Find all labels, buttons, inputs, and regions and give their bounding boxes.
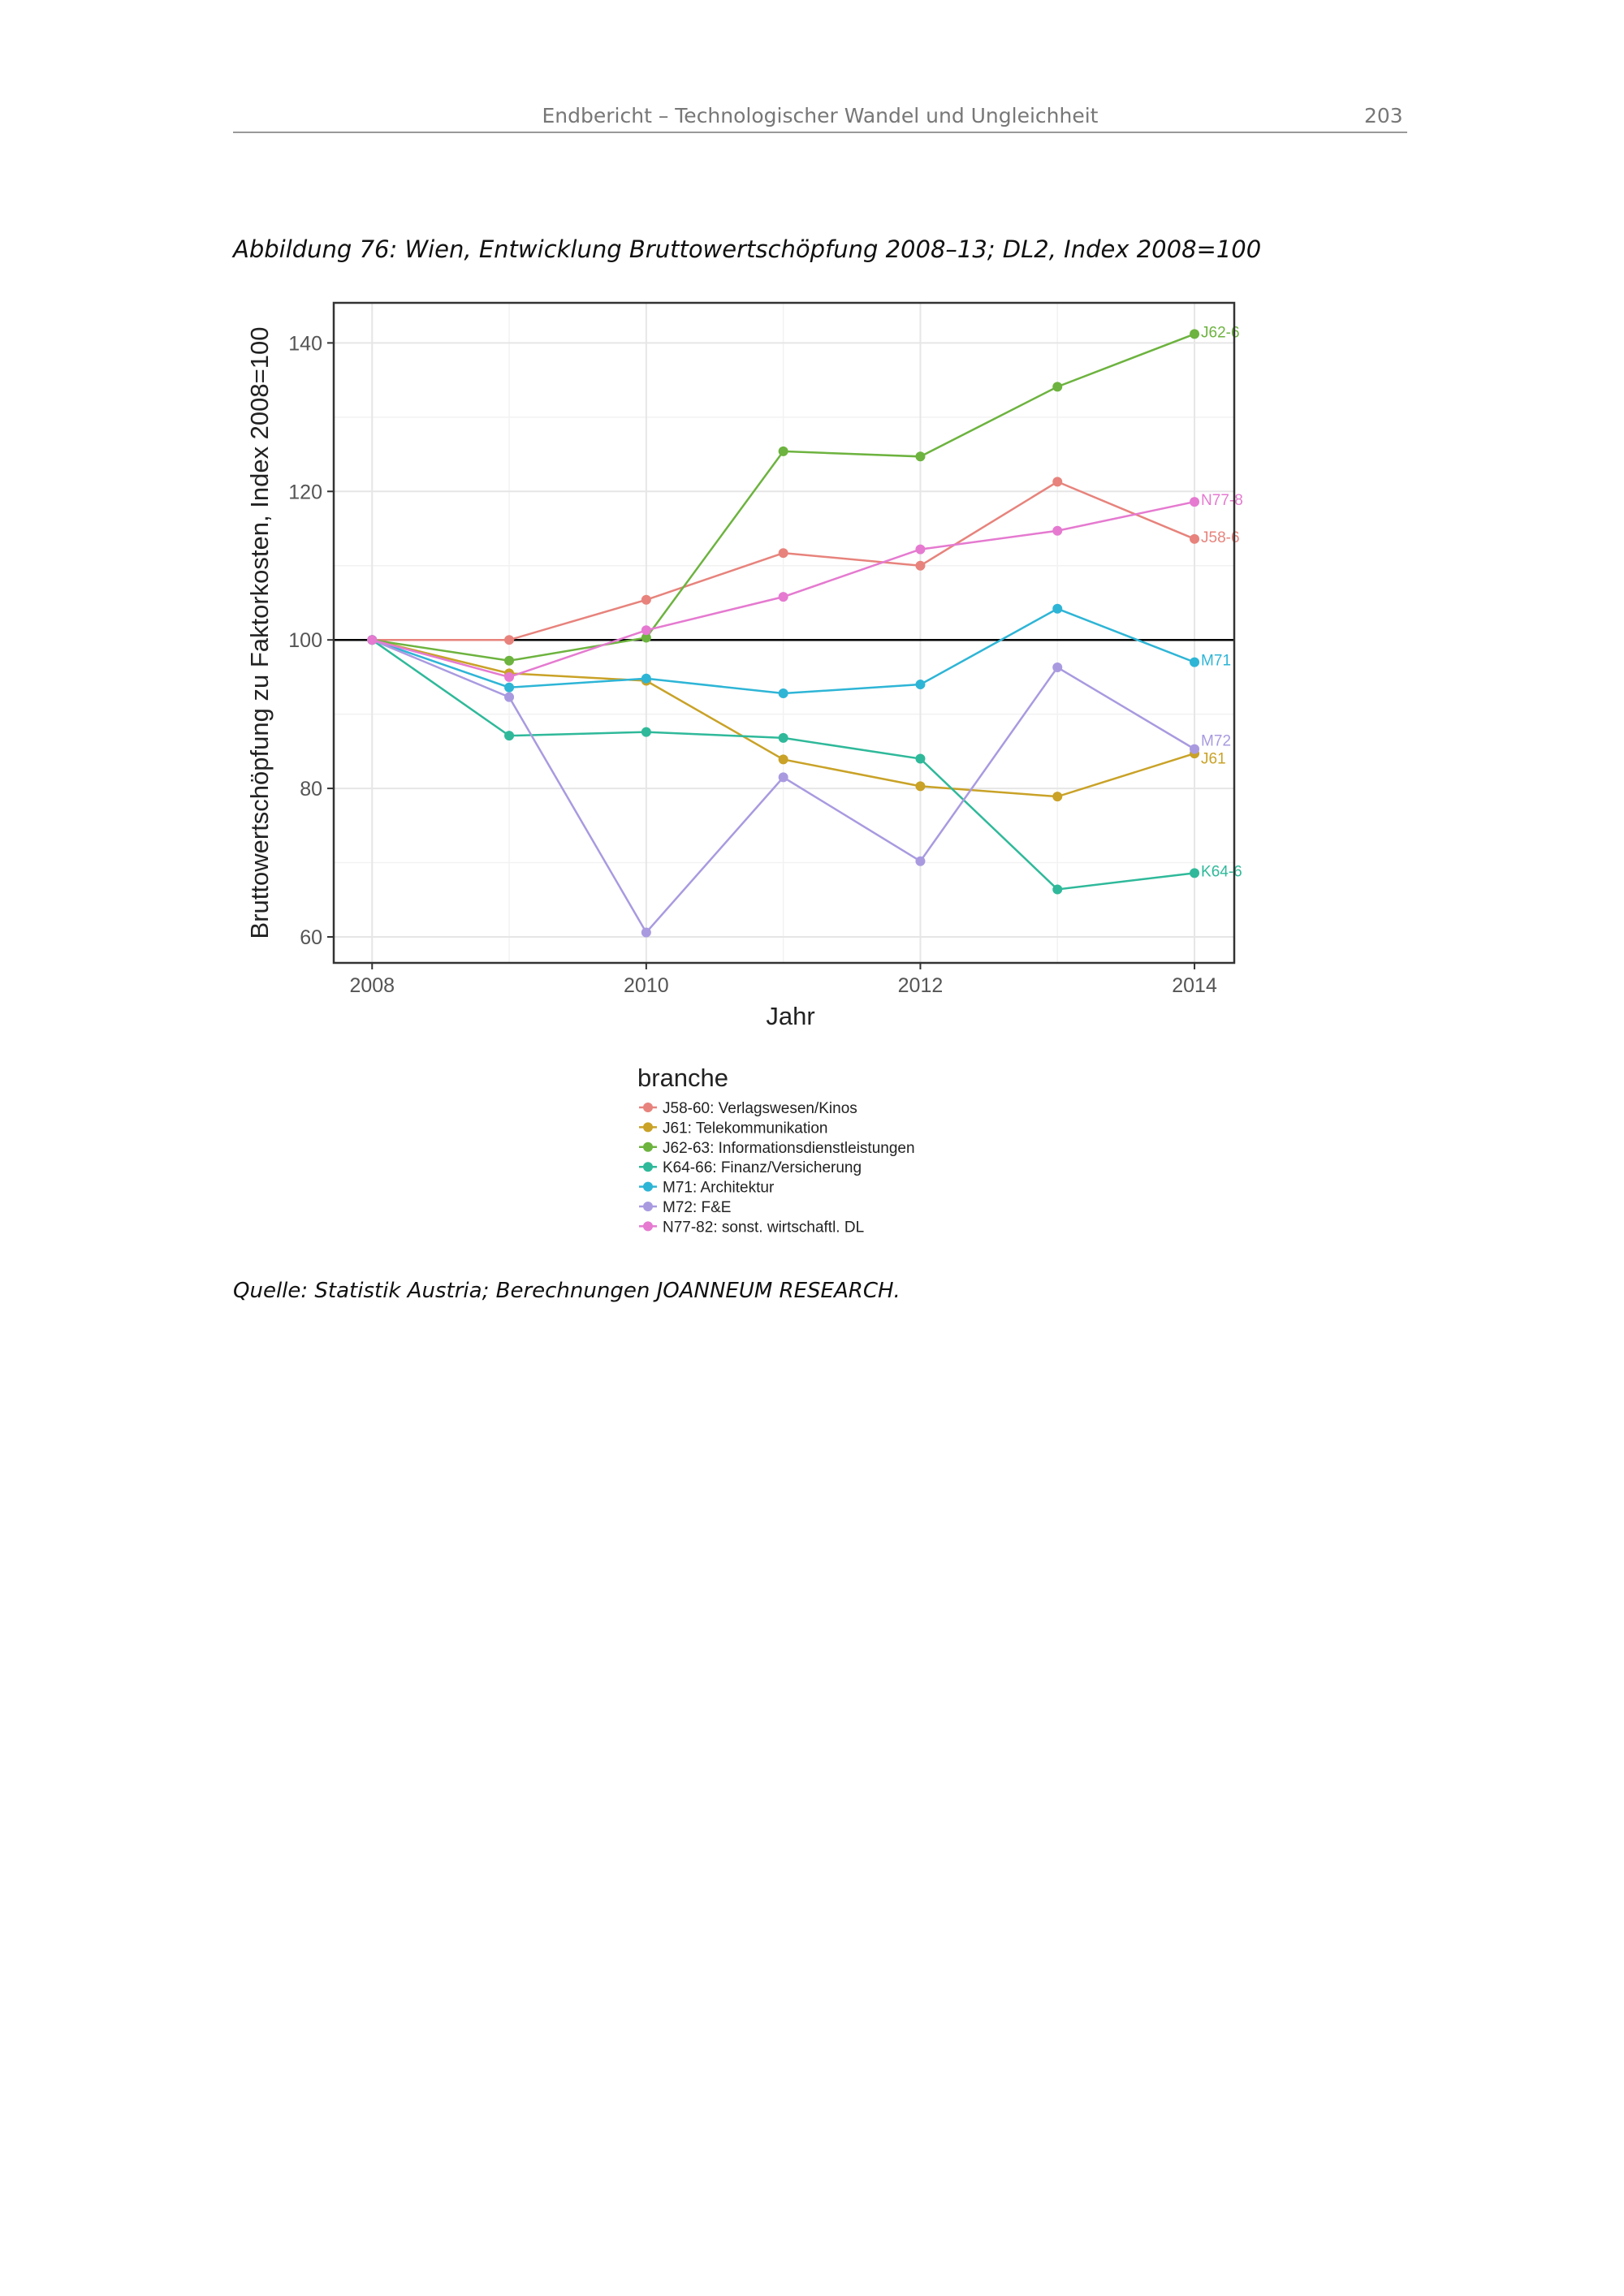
data-point [641,727,651,737]
data-point [915,781,926,792]
data-point [778,446,788,456]
data-point [1052,792,1063,802]
data-point [641,594,651,605]
data-point [641,673,651,684]
data-point [1190,657,1200,667]
data-point [778,772,788,783]
data-point [915,560,926,571]
series-end-label: J58-6 [1201,529,1240,546]
x-tick-label: 2012 [898,974,944,997]
data-point [504,635,515,645]
x-tick-label: 2010 [624,974,669,997]
data-point [367,635,378,645]
y-tick-label: 60 [300,926,322,949]
plot-panel [334,303,1234,963]
data-point [641,632,651,643]
legend-item-label: M71: Architektur [663,1180,775,1197]
data-point [915,680,926,690]
legend-title: branche [637,1064,728,1092]
data-point [778,592,788,602]
data-point [1190,744,1200,754]
data-point [778,754,788,765]
series-end-label: N77-8 [1201,492,1243,509]
legend-key-point [643,1181,653,1192]
data-point [915,856,926,866]
legend-item-label: J62-63: Informationsdienstleistungen [663,1140,915,1157]
data-point [504,731,515,741]
running-header-title: Endbericht – Technologischer Wandel und … [542,104,1099,127]
data-point [504,682,515,693]
data-point [1052,884,1063,895]
series-end-label: M71 [1201,653,1231,670]
series-end-label: M72 [1201,732,1231,749]
series-end-label: J62-6 [1201,324,1240,341]
y-tick-label: 80 [300,778,322,801]
figure-caption: Abbildung 76: Wien, Entwicklung Bruttowe… [233,235,1262,263]
data-point [778,688,788,699]
legend-key-point [643,1162,653,1172]
page-number: 203 [1364,104,1403,127]
legend-item-label: N77-82: sonst. wirtschaftl. DL [663,1219,864,1236]
series-end-label: J61 [1201,750,1226,767]
y-tick-label: 120 [288,481,322,503]
figure-source: Quelle: Statistik Austria; Berechnungen … [233,1279,901,1303]
legend-item-label: M72: F&E [663,1199,731,1216]
data-point [1052,525,1063,536]
header-rule [233,132,1407,133]
data-point [1190,329,1200,339]
data-point [915,753,926,764]
data-point [1052,603,1063,614]
legend-item-label: K64-66: Finanz/Versicherung [663,1159,862,1176]
data-point [915,451,926,462]
data-point [504,671,515,682]
x-axis-title: Jahr [766,1002,814,1030]
data-point [1052,477,1063,487]
data-point [1190,868,1200,878]
legend-item-label: J58-60: Verlagswesen/Kinos [663,1100,857,1117]
data-point [1052,382,1063,392]
legend-key-point [643,1142,653,1152]
data-point [1052,662,1063,673]
plot-border [332,301,1236,965]
data-point [1190,497,1200,507]
data-point [1190,533,1200,544]
x-tick-label: 2008 [349,974,395,997]
legend-item-label: J61: Telekommunikation [663,1120,827,1137]
data-point [504,655,515,666]
data-point [778,732,788,743]
data-point [778,548,788,559]
legend-key-point [643,1122,653,1133]
legend-key-point [643,1202,653,1211]
y-tick-label: 100 [288,629,322,652]
legend-key-point [643,1221,653,1232]
series-end-label: K64-6 [1201,863,1242,880]
data-point [504,692,515,702]
data-point [915,544,926,555]
x-tick-label: 2014 [1172,974,1217,997]
y-axis-title: Bruttowertschöpfung zu Faktorkosten, Ind… [245,327,274,939]
data-point [641,927,651,938]
legend-key-point [643,1103,653,1112]
y-tick-label: 140 [288,332,322,355]
data-point [641,625,651,636]
